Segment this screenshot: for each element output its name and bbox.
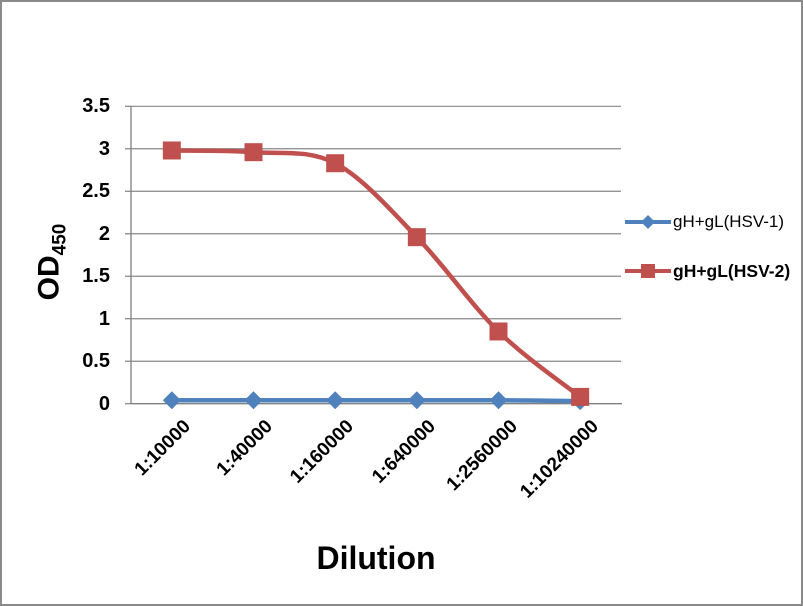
y-axis-title: OD450 — [33, 224, 72, 301]
y-tick-label: 1 — [98, 307, 110, 330]
series-line-gH+gL(HSV-2) — [171, 148, 582, 399]
data-point-diamond — [326, 391, 345, 410]
data-point-square — [244, 143, 263, 162]
y-tick-label: 2.5 — [82, 180, 110, 203]
legend-square-marker-icon — [625, 264, 671, 278]
legend-entry-gH+gL(HSV-2): gH+gL(HSV-2) — [625, 260, 790, 282]
y-tick-label: 2 — [98, 222, 110, 245]
y-tick-label: 3.5 — [82, 95, 110, 118]
data-point-square — [407, 228, 426, 247]
legend-label: gH+gL(HSV-2) — [673, 260, 791, 281]
y-tick-label: 1.5 — [82, 265, 110, 288]
y-axis-title-subscript: 450 — [49, 223, 71, 256]
data-point-diamond — [244, 391, 263, 410]
legend-label: gH+gL(HSV-1) — [673, 212, 785, 231]
legend-diamond-marker-icon — [625, 215, 671, 229]
data-point-square — [162, 141, 181, 160]
data-point-square — [571, 387, 590, 406]
series-line-gH+gL(HSV-1) — [171, 397, 581, 404]
data-point-diamond — [162, 391, 181, 410]
legend-entry-gH+gL(HSV-1): gH+gL(HSV-1) — [625, 211, 784, 233]
data-point-square — [489, 322, 508, 341]
data-point-square — [326, 154, 345, 173]
y-axis-title-text: OD — [32, 255, 66, 301]
data-point-diamond — [407, 391, 426, 410]
y-tick-label: 3 — [98, 137, 110, 160]
y-tick-label: 0 — [98, 392, 110, 415]
y-tick-label: 0.5 — [82, 350, 110, 373]
x-axis-title: Dilution — [316, 540, 436, 576]
data-point-diamond — [489, 391, 508, 410]
